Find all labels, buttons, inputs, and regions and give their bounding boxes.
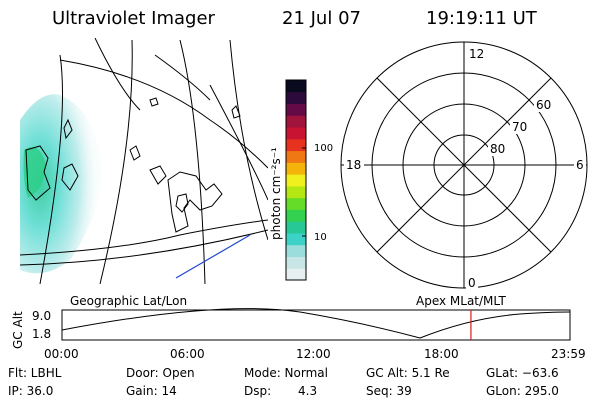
geographic-map-panel (20, 38, 268, 284)
timeline-ytick-max: 9.0 (32, 309, 51, 323)
coastlines (25, 97, 241, 233)
colorbar-segment (286, 197, 306, 210)
geo-panel-label: Geographic Lat/Lon (70, 294, 187, 308)
colorbar-segment (286, 174, 306, 187)
status-seq: Seq: 39 (366, 384, 412, 398)
orbit-timeline (61, 308, 571, 341)
colorbar-tick-10: 10 (314, 232, 327, 243)
mlt-12-label: 12 (469, 47, 484, 61)
status-dsp-label: Dsp: (244, 384, 271, 398)
timeline-xtick-1200: 12:00 (296, 347, 331, 361)
mlt-18-label: 18 (346, 158, 361, 172)
colorbar-unit-label: photon cm⁻²s⁻¹ (269, 147, 283, 240)
timeline-xtick-1800: 18:00 (424, 347, 459, 361)
mlt-6-label: 6 (576, 158, 584, 172)
lat-lon-grid (20, 38, 268, 284)
colorbar-segment (286, 91, 306, 105)
timeline-xtick-0000: 00:00 (44, 347, 79, 361)
colorbar-segment (286, 244, 306, 257)
timeline-xtick-0600: 06:00 (170, 347, 205, 361)
colorbar-segment (286, 232, 306, 246)
timeline-ytick-min: 1.8 (32, 327, 51, 341)
colorbar-segment (286, 103, 306, 116)
colorbar (285, 79, 307, 281)
status-filter: Flt: LBHL (8, 366, 62, 380)
status-gain: Gain: 14 (126, 384, 177, 398)
colorbar-segment (286, 138, 306, 152)
polar-panel-label: Apex MLat/MLT (416, 294, 506, 308)
time-label: 19:19:11 UT (426, 8, 537, 29)
colorbar-segment (286, 256, 306, 269)
colorbar-segment (286, 268, 306, 281)
status-glat: GLat: −63.6 (486, 366, 559, 380)
altitude-curve (61, 308, 571, 339)
mlt-0-label: 0 (468, 276, 476, 290)
colorbar-segment (286, 150, 306, 163)
lat-60-label: 60 (536, 98, 551, 112)
colorbar-segment (286, 80, 306, 93)
status-ip: IP: 36.0 (8, 384, 53, 398)
status-door: Door: Open (126, 366, 195, 380)
lat-70-label: 70 (512, 120, 527, 134)
timeline-xtick-2359: 23:59 (551, 347, 586, 361)
date-label: 21 Jul 07 (282, 8, 361, 29)
colorbar-segment (286, 185, 306, 199)
status-dsp-value: 4.3 (298, 384, 317, 398)
app-title: Ultraviolet Imager (52, 8, 215, 29)
timeline-axis-label: GC Alt (11, 311, 25, 349)
colorbar-segment (286, 127, 306, 140)
colorbar-tick-100: 100 (314, 143, 333, 154)
satellite-track (175, 234, 251, 279)
lat-80-label: 80 (490, 142, 505, 156)
colorbar-segment (286, 209, 306, 222)
status-gc-alt: GC Alt: 5.1 Re (366, 366, 450, 380)
colorbar-frame (285, 79, 307, 281)
polar-plot (340, 41, 588, 289)
status-footer: Flt: LBHL Door: Open Mode: Normal GC Alt… (8, 366, 559, 398)
colorbar-segment (286, 162, 306, 175)
aurora-core (23, 147, 46, 198)
colorbar-segment (286, 115, 306, 128)
status-glon: GLon: 295.0 (486, 384, 559, 398)
colorbar-segment (286, 221, 306, 234)
status-mode: Mode: Normal (244, 366, 328, 380)
aurora-emission (20, 94, 101, 274)
